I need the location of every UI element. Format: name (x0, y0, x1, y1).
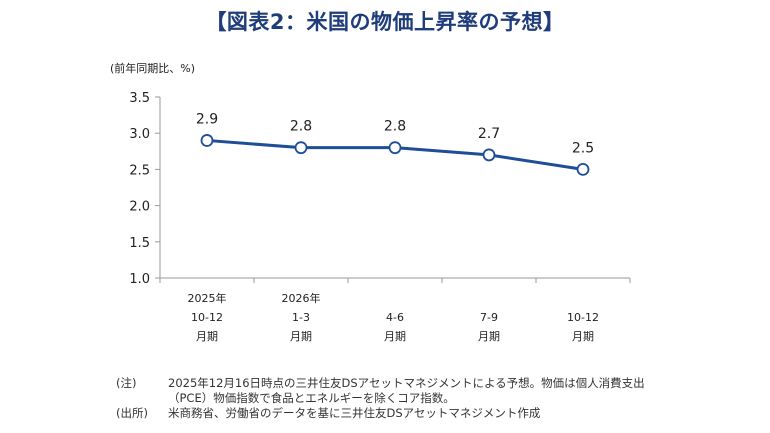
y-axis-ticks: 1.0 1.5 2.0 2.5 3.0 3.5 (129, 91, 160, 287)
axes (159, 97, 630, 279)
x-tick-label: 月期 (290, 330, 312, 343)
x-tick-label: 月期 (478, 330, 500, 343)
notes: (注) 2025年12月16日時点の三井住友DSアセットマネジメントによる予想。… (116, 376, 676, 421)
data-point (388, 141, 402, 155)
data-label: 2.5 (572, 140, 594, 156)
source-row: (出所) 米商務省、労働省のデータを基に三井住友DSアセットマネジメント作成 (116, 406, 676, 421)
data-label: 2.9 (196, 111, 218, 127)
y-tick-label: 2.0 (129, 200, 150, 215)
x-tick-label: 1-3 (292, 311, 310, 324)
data-label: 2.8 (384, 119, 406, 135)
data-label: 2.7 (478, 126, 500, 142)
y-tick-label: 2.5 (129, 163, 150, 178)
x-axis-ticks: 2025年 10-12 月期 2026年 1-3 月期 4-6 月期 7-9 月期 10-12 月期 (159, 278, 631, 343)
x-tick-label: 10-12 (191, 311, 223, 324)
data-label: 2.8 (290, 119, 312, 135)
data-points (200, 134, 590, 176)
note-row: (注) 2025年12月16日時点の三井住友DSアセットマネジメントによる予想。… (116, 376, 676, 406)
x-tick-label: 2025年 (188, 291, 227, 305)
data-point (576, 162, 590, 176)
x-tick-label: 月期 (384, 330, 406, 343)
source-text: 米商務省、労働省のデータを基に三井住友DSアセットマネジメント作成 (168, 406, 541, 420)
x-tick-label: 2026年 (282, 291, 321, 305)
data-point (482, 148, 496, 162)
x-tick-label: 4-6 (386, 311, 404, 324)
y-tick-label: 1.0 (129, 272, 150, 287)
chart-title: 【図表2：米国の物価上昇率の予想】 (205, 10, 565, 34)
note-text: 2025年12月16日時点の三井住友DSアセットマネジメントによる予想。物価は個… (168, 376, 645, 405)
x-tick-label: 月期 (196, 330, 218, 343)
y-tick-label: 3.0 (129, 127, 150, 142)
unit-label: (前年同期比、%) (110, 61, 195, 75)
data-point (200, 134, 214, 147)
y-tick-label: 1.5 (129, 236, 150, 251)
data-labels: 2.9 2.8 2.8 2.7 2.5 (196, 111, 594, 156)
x-tick-label: 月期 (572, 330, 594, 343)
note-label: (注) (116, 376, 137, 390)
source-label: (出所) (116, 406, 148, 420)
data-point (294, 141, 308, 155)
x-tick-label: 7-9 (480, 311, 498, 324)
x-tick-label: 10-12 (567, 311, 599, 324)
y-tick-label: 3.5 (129, 91, 150, 106)
